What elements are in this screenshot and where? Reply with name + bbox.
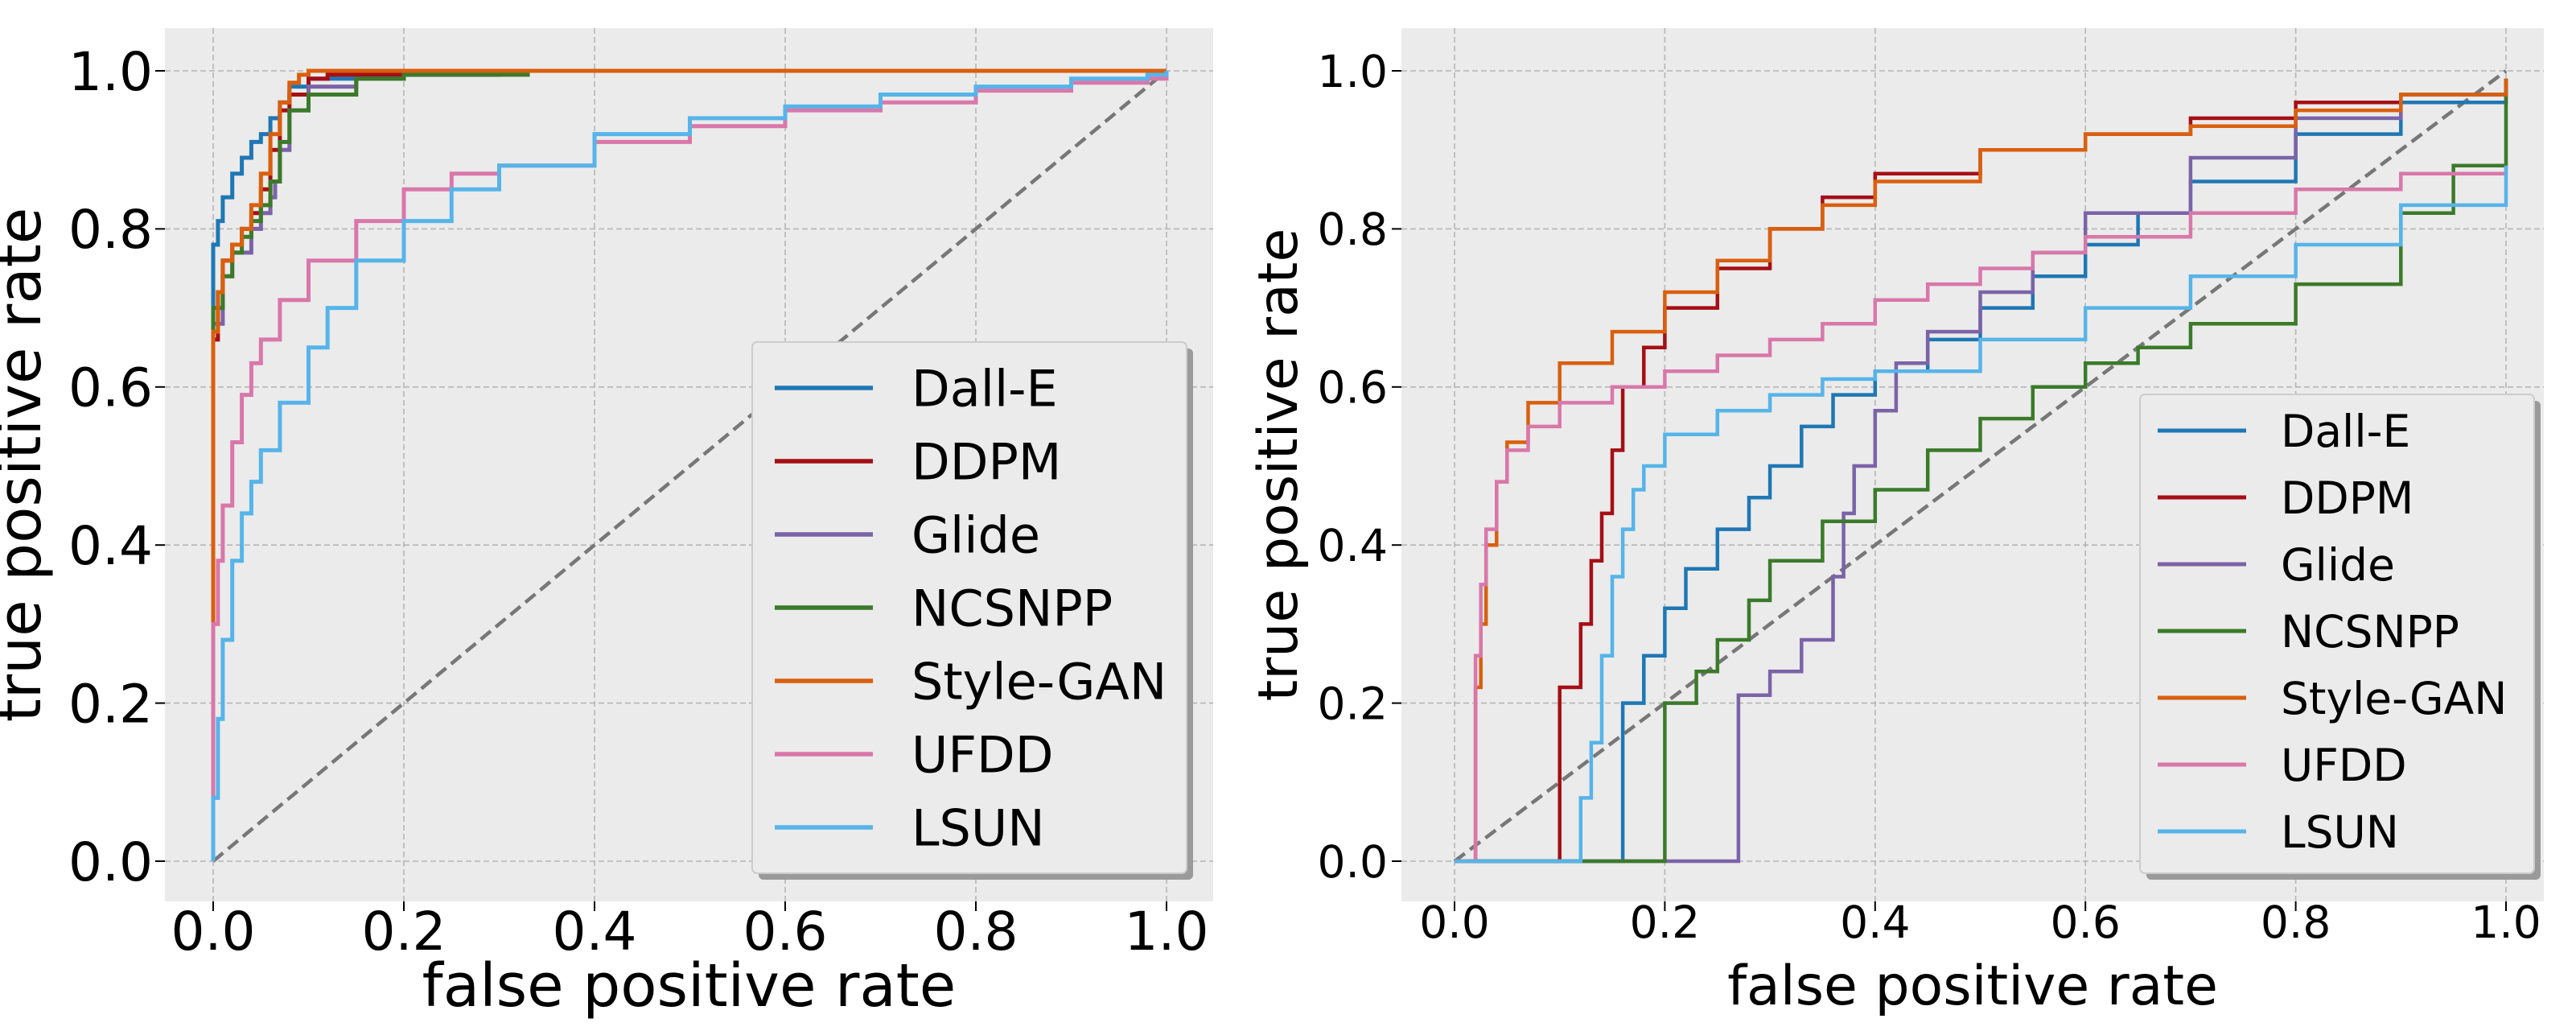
- x-axis-label: false positive rate: [1727, 955, 2218, 1018]
- x-tick-label: 0.8: [934, 901, 1018, 963]
- legend-label: Dall-E: [911, 359, 1058, 418]
- legend-label: UFDD: [911, 725, 1054, 784]
- y-tick-label: 0.4: [1318, 520, 1388, 571]
- y-tick-label: 0.8: [68, 199, 153, 261]
- x-tick-label: 0.8: [2261, 897, 2331, 948]
- y-tick-label: 0.0: [68, 831, 153, 893]
- x-tick-label: 0.4: [553, 901, 637, 963]
- legend: Dall-E DDPM Glide NCSNPP Style-GAN UFDD LSUN: [2139, 394, 2541, 880]
- legend-label: Dall-E: [2281, 406, 2410, 457]
- y-tick-label: 0.0: [1318, 836, 1388, 888]
- x-tick-label: 0.0: [1419, 897, 1489, 948]
- chart-panel-2: 0.0 0.2 0.4 0.6 0.8 1.0 0.0 0.2 0.4 0.6 0.8 1.0 fals…: [1247, 28, 2544, 1018]
- y-axis-label: true positive rate: [1247, 229, 1311, 702]
- x-axis-label: false positive rate: [422, 951, 957, 1021]
- legend-label: DDPM: [2281, 472, 2413, 524]
- legend-label: Glide: [2281, 539, 2395, 591]
- y-tick-label: 0.2: [1318, 678, 1388, 729]
- x-tick-label: 0.4: [1840, 897, 1910, 948]
- series-line-style-gan: [1455, 78, 2508, 864]
- diagonal-reference-line: [212, 69, 1168, 863]
- legend-box: [751, 341, 1187, 874]
- legend-label: DDPM: [911, 432, 1061, 491]
- series-line-dall-e: [211, 68, 1167, 861]
- legend-label: LSUN: [2281, 806, 2399, 858]
- y-tick-label: 1.0: [68, 41, 153, 103]
- series-line-glide: [1455, 78, 2508, 864]
- series-line-ncsnpp: [211, 68, 1167, 861]
- y-tick-label: 1.0: [1318, 46, 1388, 97]
- x-tick-label: 0.2: [362, 901, 446, 963]
- y-tick-label: 0.8: [1318, 204, 1388, 255]
- series-line-ufdd: [211, 71, 1169, 861]
- x-tick-label: 0.0: [171, 901, 256, 963]
- legend-label: UFDD: [2281, 740, 2407, 791]
- y-tick-label: 0.2: [68, 673, 153, 735]
- diagonal-reference-line: [1453, 69, 2508, 863]
- x-tick-label: 1.0: [1125, 901, 1209, 963]
- x-tick-label: 0.6: [2050, 897, 2120, 948]
- legend-label: Style-GAN: [2281, 673, 2507, 724]
- series-line-lsun: [1455, 165, 2508, 864]
- chart-panel-1: 0.0 0.2 0.4 0.6 0.8 1.0 0.0 0.2 0.4 0.6 0.8 1.0 fals…: [0, 28, 1213, 1021]
- series-line-lsun: [211, 71, 1169, 861]
- legend-label: Glide: [911, 505, 1040, 564]
- legend-label: NCSNPP: [2281, 606, 2459, 658]
- y-tick-label: 0.6: [1318, 362, 1388, 414]
- y-tick-label: 0.4: [68, 515, 153, 577]
- legend: Dall-E DDPM Glide NCSNPP Style-GAN UFDD LSUN: [751, 341, 1193, 880]
- legend-label: Style-GAN: [911, 652, 1167, 711]
- x-tick-label: 0.6: [743, 901, 828, 963]
- legend-box: [2139, 394, 2535, 874]
- series-line-style-gan: [211, 68, 1167, 861]
- series-line-ufdd: [1455, 165, 2508, 864]
- series-line-ncsnpp: [1455, 86, 2508, 864]
- y-tick-label: 0.6: [68, 357, 153, 419]
- x-tick-label: 0.2: [1630, 897, 1700, 948]
- y-axis-label: true positive rate: [0, 208, 55, 722]
- legend-label: NCSNPP: [911, 579, 1113, 637]
- x-tick-label: 1.0: [2471, 897, 2541, 948]
- legend-label: LSUN: [911, 798, 1045, 857]
